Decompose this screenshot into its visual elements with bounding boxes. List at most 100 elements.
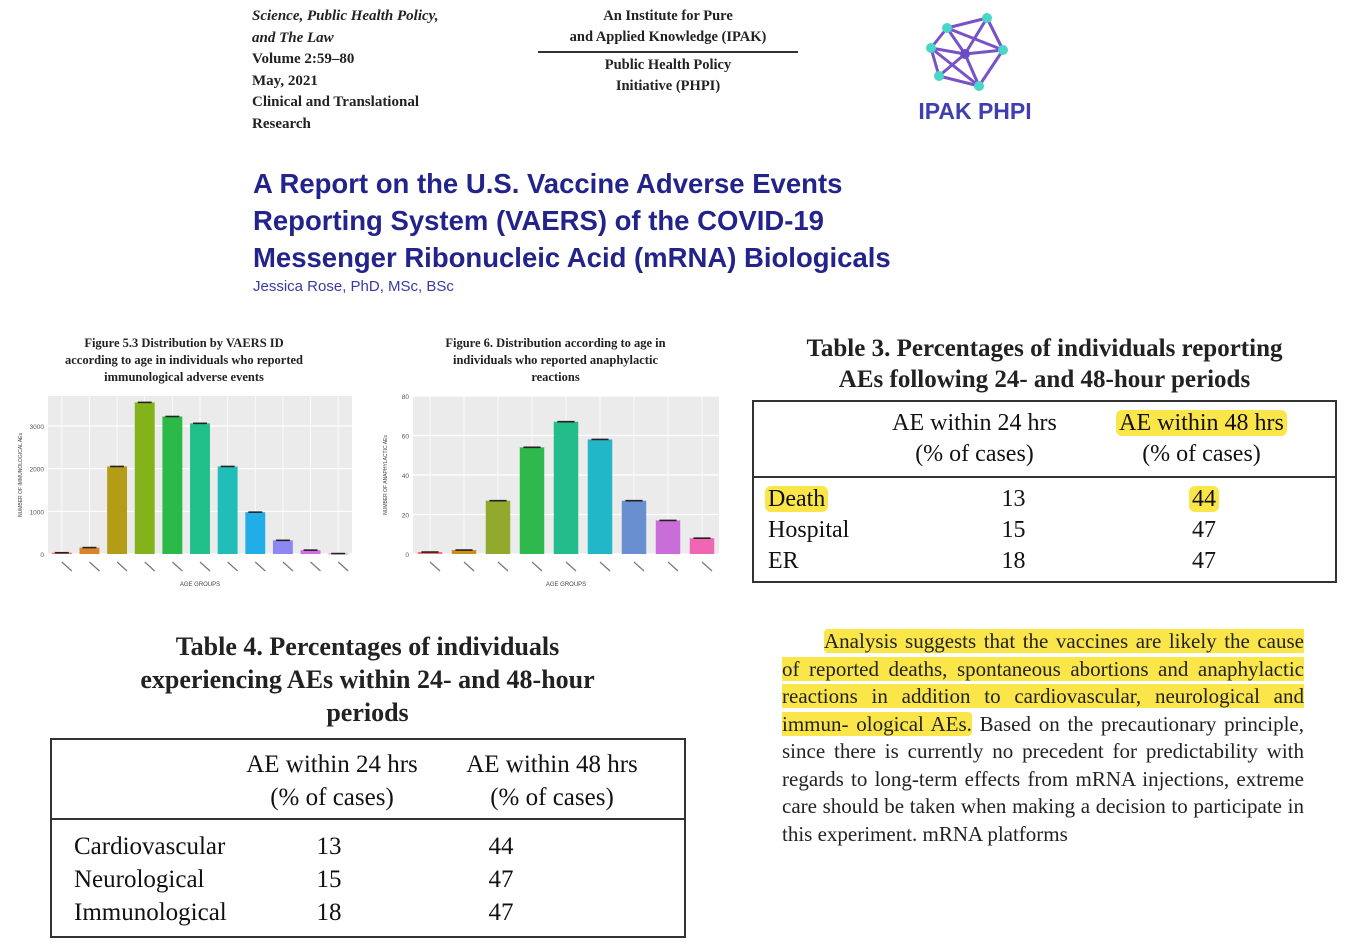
table-3-row-v24: 15 — [1001, 517, 1026, 543]
table-3-row-label: Death — [765, 486, 829, 512]
y-tick-label: 3000 — [30, 424, 45, 431]
paper-title-line-3: Messenger Ribonucleic Acid (mRNA) Biolog… — [253, 242, 891, 273]
x-tick-label — [667, 561, 679, 572]
bar — [451, 550, 477, 554]
journal-name-line-1: Science, Public Health Policy, — [252, 8, 439, 24]
x-tick-label — [89, 561, 100, 572]
figure-5-3-caption: Figure 5.3 Distribution by VAERS ID acco… — [10, 335, 358, 386]
journal-volume: Volume 2:59–80 — [252, 51, 355, 67]
table-4-row-v48: 47 — [488, 866, 514, 893]
x-tick-label — [171, 561, 183, 572]
paper-author: Jessica Rose, PhD, MSc, BSc — [253, 278, 454, 295]
y-tick-label: 40 — [402, 473, 410, 480]
initiative-line-2: Initiative (PHPI) — [615, 78, 721, 94]
table-3-row-label: Hospital — [768, 517, 850, 543]
table-4-row-v24: 13 — [316, 833, 342, 860]
bar — [587, 439, 613, 554]
y-axis-label: NUMBER OF ANAPHYLACTIC AEs — [383, 435, 389, 515]
table-row: Death 13 44 — [765, 484, 1328, 515]
bar — [162, 416, 183, 554]
table-4-header-24h-label: AE within 24 hrs — [246, 751, 418, 778]
bar — [655, 520, 681, 554]
x-tick-label — [599, 561, 611, 572]
x-tick-label — [497, 561, 509, 572]
table-4-header-48h-unit: (% of cases) — [490, 784, 614, 811]
y-tick-label: 1000 — [30, 509, 45, 516]
x-tick-label — [61, 561, 73, 572]
x-tick-label — [199, 561, 211, 572]
bar — [485, 500, 511, 554]
figure-6-caption-line-1: Figure 6. Distribution according to age … — [445, 336, 666, 350]
y-tick-label: 2000 — [30, 467, 45, 474]
figure-6-caption-line-2: individuals who reported anaphylactic — [452, 353, 658, 367]
figure-6-chart: 0 20 40 60 80 AGE GROUPS NUMBER OF ANAPHYLACTI… — [383, 394, 719, 588]
journal-name-line-2: and The Law — [252, 29, 334, 46]
x-tick-label — [227, 561, 239, 572]
bar — [79, 547, 100, 554]
table-3-header-48h: AE within 48 hrs (% of cases) — [1094, 408, 1309, 470]
x-tick-label — [337, 561, 349, 572]
table-4-caption-line-2: experiencing AEs within 24- and 48-hour — [140, 665, 595, 694]
x-tick-label — [531, 561, 543, 572]
x-tick-label — [116, 561, 128, 572]
x-tick-label — [701, 561, 713, 572]
table-3-body: Death 13 44 Hospital 15 47 ER 18 47 — [765, 484, 1328, 577]
table-3-row-v48: 47 — [1192, 548, 1216, 574]
table-4-caption: Table 4. Percentages of individuals expe… — [50, 630, 685, 729]
institute-block: An Institute for Pure and Applied Knowle… — [528, 6, 808, 97]
institute-line-1: An Institute for Pure — [603, 8, 733, 24]
x-tick-label — [463, 561, 475, 572]
table-4-header-rule — [52, 818, 684, 820]
table-3-header-rule — [754, 476, 1335, 478]
table-3-caption-line-2: AEs following 24- and 48-hour periods — [838, 366, 1251, 393]
table-4-row-v24: 15 — [316, 866, 342, 893]
table-3: AE within 24 hrs (% of cases) AE within … — [752, 400, 1337, 583]
bar — [417, 552, 443, 554]
table-row: Immunological 18 47 — [74, 896, 674, 929]
institute-line-2: and Applied Knowledge (IPAK) — [569, 29, 767, 45]
x-tick-label — [282, 561, 294, 572]
x-tick-label — [254, 561, 266, 572]
bar — [134, 402, 155, 554]
x-tick-label — [310, 561, 321, 572]
table-4-caption-line-3: periods — [326, 698, 409, 727]
table-4: AE within 24 hrs (% of cases) AE within … — [50, 738, 686, 938]
table-3-header-48h-label: AE within 48 hrs — [1116, 410, 1287, 436]
table-4-body: Cardiovascular 13 44 Neurological 15 47 … — [74, 830, 674, 929]
bar — [245, 512, 266, 554]
table-4-header-24h-unit: (% of cases) — [270, 784, 394, 811]
y-tick-label: 80 — [402, 394, 410, 401]
table-4-row-label: Immunological — [74, 899, 227, 926]
table-3-row-v48: 44 — [1189, 486, 1219, 512]
table-row: Cardiovascular 13 44 — [74, 830, 674, 863]
figure-6-caption-line-3: reactions — [531, 370, 580, 384]
institute-divider — [538, 51, 798, 53]
table-row: ER 18 47 — [768, 546, 1328, 577]
x-tick-label — [144, 561, 156, 572]
table-row: Hospital 15 47 — [768, 515, 1328, 546]
journal-section-line-1: Clinical and Translational — [252, 94, 419, 110]
table-3-header-24h: AE within 24 hrs (% of cases) — [872, 408, 1077, 470]
y-tick-label: 0 — [40, 552, 44, 559]
paper-title-line-2: Reporting System (VAERS) of the COVID-19 — [253, 205, 824, 236]
table-3-header-48h-unit: (% of cases) — [1142, 441, 1261, 467]
x-tick-label — [565, 561, 577, 572]
initiative-line-1: Public Health Policy — [604, 57, 732, 73]
table-3-header-24h-label: AE within 24 hrs — [892, 410, 1057, 436]
figure-6-caption: Figure 6. Distribution according to age … — [388, 335, 723, 386]
logo-text: IPAK PHPI — [918, 98, 1032, 124]
bar — [621, 500, 647, 554]
table-3-row-v24: 13 — [1001, 486, 1026, 512]
table-4-header-24h: AE within 24 hrs (% of cases) — [217, 748, 447, 814]
ipak-network-logo-icon — [926, 13, 1008, 91]
paper-title: A Report on the U.S. Vaccine Adverse Eve… — [253, 165, 891, 276]
figure-5-3-caption-line-2: according to age in individuals who repo… — [65, 353, 303, 367]
y-tick-label: 0 — [405, 552, 409, 559]
y-tick-label: 20 — [402, 513, 410, 520]
table-4-caption-line-1: Table 4. Percentages of individuals — [175, 632, 560, 661]
table-4-row-label: Neurological — [74, 866, 205, 893]
analysis-paragraph: Analysis suggests that the vaccines are … — [782, 628, 1304, 848]
figure-5-3-caption-line-3: immunological adverse events — [104, 370, 264, 384]
table-3-caption-line-1: Table 3. Percentages of individuals repo… — [806, 335, 1283, 362]
figure-5-3-caption-line-1: Figure 5.3 Distribution by VAERS ID — [84, 336, 284, 350]
